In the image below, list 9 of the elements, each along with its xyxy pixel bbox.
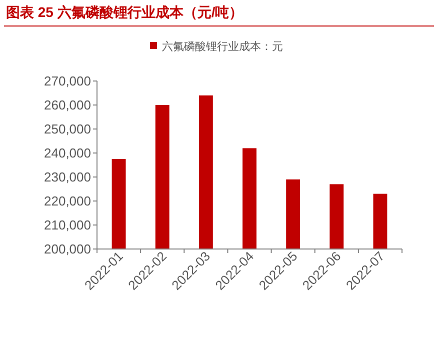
y-tick-label: 210,000 (44, 218, 91, 232)
y-tick-label: 250,000 (44, 122, 91, 136)
y-tick-label: 230,000 (44, 170, 91, 184)
y-tick-label: 270,000 (44, 74, 91, 88)
legend-label: 六氟磷酸锂行业成本：元 (162, 40, 283, 53)
y-tick-label: 240,000 (44, 146, 91, 160)
y-tick-label: 220,000 (44, 194, 91, 208)
chart-title: 图表 25 六氟磷酸锂行业成本（元/吨） (6, 4, 244, 20)
y-tick-label: 260,000 (44, 98, 91, 112)
